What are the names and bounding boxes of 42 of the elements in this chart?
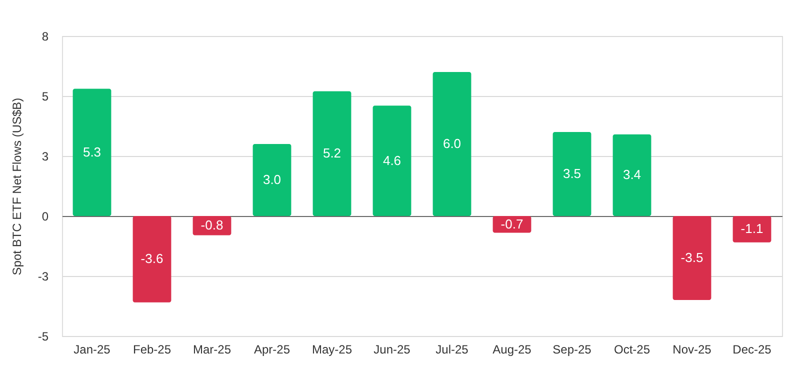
x-tick-label: Jun-25 xyxy=(374,342,411,356)
x-tick-label: Oct-25 xyxy=(614,342,650,356)
y-tick-label: 5 xyxy=(42,90,49,104)
x-tick-label: Mar-25 xyxy=(192,342,232,356)
y-axis-title: Spot BTC ETF Net Flows (US$B) xyxy=(10,98,24,276)
data-label: 3.4 xyxy=(622,167,642,182)
x-tick-label: Nov-25 xyxy=(672,342,712,356)
bar xyxy=(492,216,532,233)
data-label: 4.6 xyxy=(382,152,402,168)
bar xyxy=(672,216,712,300)
data-label: -1.1 xyxy=(740,221,764,236)
x-tick-label: Jul-25 xyxy=(436,342,469,356)
data-label: 5.3 xyxy=(82,144,102,160)
data-label: -3.6 xyxy=(140,251,164,266)
bar xyxy=(732,216,772,242)
x-tick-label: Aug-25 xyxy=(492,342,532,356)
bar xyxy=(432,72,472,216)
data-label: -3.5 xyxy=(680,250,704,265)
y-tick-label: 8 xyxy=(42,30,49,44)
x-tick-label: May-25 xyxy=(312,342,352,356)
x-tick-label: Feb-25 xyxy=(132,342,172,356)
bar xyxy=(552,132,592,216)
data-label: 6.0 xyxy=(442,136,462,151)
y-tick-label: 3 xyxy=(42,150,49,164)
data-label: 5.2 xyxy=(322,146,342,161)
bar xyxy=(72,88,112,216)
data-label: 3.0 xyxy=(262,172,282,187)
x-tick-label: Apr-25 xyxy=(254,342,290,356)
data-label: 3.5 xyxy=(562,166,582,181)
bar xyxy=(372,106,412,216)
data-label: -0.7 xyxy=(500,216,524,232)
bar xyxy=(612,134,652,216)
y-tick-label: -5 xyxy=(38,330,49,344)
bar xyxy=(132,216,172,302)
data-label: -0.8 xyxy=(200,218,224,233)
x-tick-label: Dec-25 xyxy=(732,342,772,356)
bar xyxy=(312,91,352,216)
bar xyxy=(252,144,292,216)
x-tick-label: Sep-25 xyxy=(552,342,592,356)
y-tick-label: -3 xyxy=(38,270,49,284)
y-tick-label: 0 xyxy=(42,210,49,224)
x-tick-label: Jan-25 xyxy=(74,342,111,356)
